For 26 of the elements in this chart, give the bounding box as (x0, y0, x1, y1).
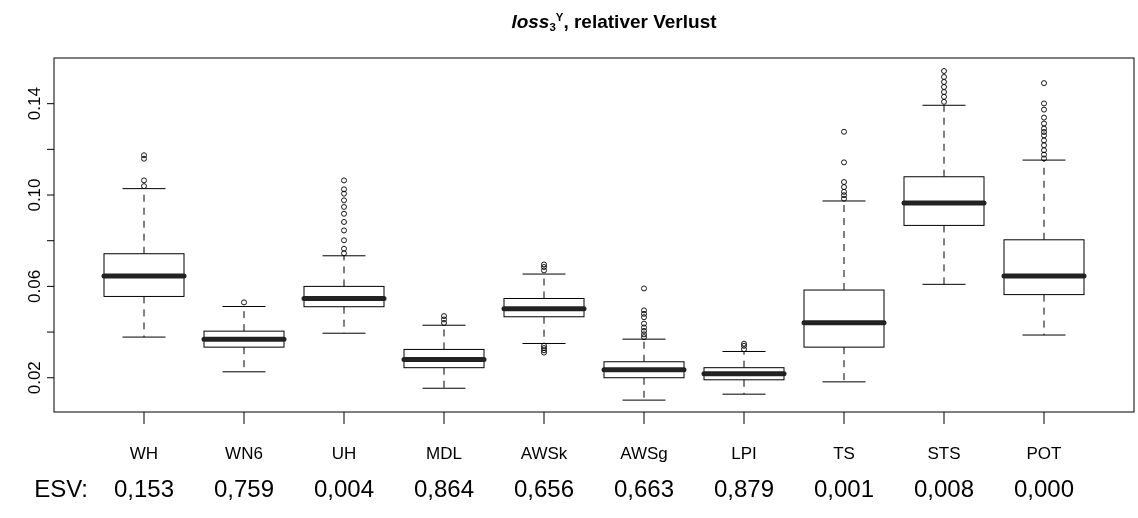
x-tick-label: WH (129, 444, 159, 463)
text: 0,663 (613, 475, 675, 502)
text: ESV: (34, 475, 88, 502)
text: 0,153 (113, 475, 175, 502)
x-tick-label: STS (927, 444, 961, 463)
x-tick-label: MDL (426, 444, 462, 463)
text: 0,008 (913, 475, 975, 502)
x-tick-label: WN6 (225, 444, 263, 463)
text: 0,759 (213, 475, 275, 502)
text: 0,004 (313, 475, 375, 502)
text: 0,656 (513, 475, 575, 502)
chart-title: loss$_{3}$$^{Y}$, relativer Verlust (511, 11, 718, 33)
x-tick-label: LPI (731, 444, 757, 463)
text: 0,001 (813, 475, 875, 502)
y-tick-label: 0.14 (25, 87, 44, 121)
text: 0,879 (713, 475, 775, 502)
x-tick-label: POT (1026, 444, 1062, 463)
y-tick-label: 0.06 (25, 269, 44, 303)
text: 0,864 (413, 475, 475, 502)
x-tick-label: TS (833, 444, 855, 463)
x-tick-label: UH (331, 444, 357, 463)
text: 0,000 (1013, 475, 1075, 502)
x-tick-label: AWSk (520, 444, 568, 463)
x-tick-label: AWSg (620, 444, 668, 463)
y-tick-label: 0.02 (25, 361, 44, 395)
y-tick-label: 0.10 (25, 178, 44, 212)
